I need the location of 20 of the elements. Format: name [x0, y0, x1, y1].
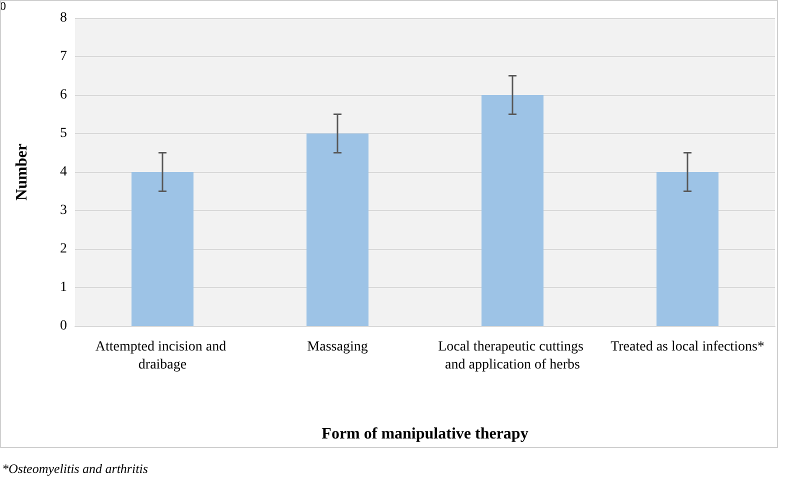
y-tick-label: 7	[60, 49, 67, 64]
x-tick-label: Local therapeutic cuttings and application of herbs	[438, 340, 587, 372]
y-axis-title: Number	[14, 144, 30, 200]
x-axis-title: Form of manipulative therapy	[322, 426, 528, 442]
text: *Osteomyelitis and arthritis	[2, 461, 148, 476]
bar	[132, 172, 194, 326]
x-tick-label: Attempted incision and draibage	[95, 340, 230, 372]
bar	[482, 95, 544, 326]
y-tick-label: 5	[60, 126, 67, 141]
y-tick-label: 3	[60, 203, 67, 218]
y-tick-label: 8	[60, 10, 67, 26]
y-tick-label: 4	[60, 164, 67, 180]
y-tick-label: 6	[60, 88, 67, 102]
y-tick-label: 0	[60, 318, 67, 334]
y-tick-label: 2	[60, 242, 67, 256]
y-tick-label: 1	[60, 280, 67, 295]
bar	[306, 134, 368, 326]
bar	[656, 172, 718, 326]
x-tick-label: Treated as local infections*	[610, 340, 764, 354]
x-tick-label: Massaging	[307, 340, 368, 354]
